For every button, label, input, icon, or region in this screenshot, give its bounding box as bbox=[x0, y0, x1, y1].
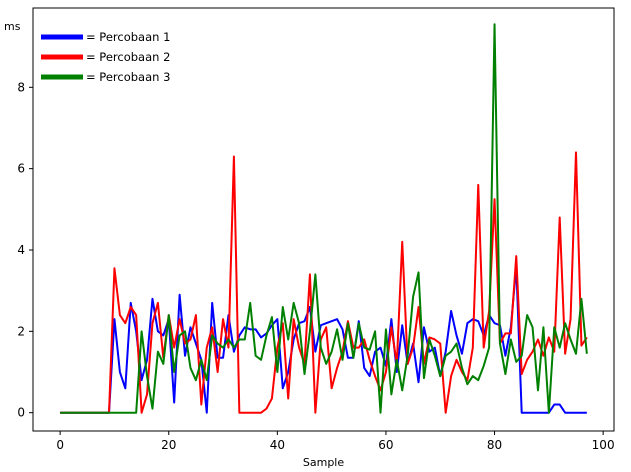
legend-label-2: = Percobaan 2 bbox=[86, 50, 170, 64]
x-axis-label: Sample bbox=[303, 456, 344, 469]
y-tick-label: 2 bbox=[17, 324, 25, 338]
x-axis-ticks: 0 20 40 60 80 100 bbox=[56, 431, 615, 452]
y-tick-label: 6 bbox=[17, 162, 25, 176]
y-tick-label: 4 bbox=[17, 243, 25, 257]
x-tick-label: 60 bbox=[378, 438, 393, 452]
series-lines bbox=[60, 23, 588, 414]
x-tick-label: 100 bbox=[592, 438, 615, 452]
x-tick-label: 40 bbox=[270, 438, 285, 452]
x-tick-label: 0 bbox=[56, 438, 64, 452]
legend-label-1: = Percobaan 1 bbox=[86, 30, 170, 44]
series-line-3 bbox=[60, 23, 588, 414]
y-tick-label: 0 bbox=[17, 406, 25, 420]
y-axis-ticks: 0 2 4 6 8 bbox=[17, 80, 33, 420]
legend-label-3: = Percobaan 3 bbox=[86, 70, 170, 84]
y-tick-label: 8 bbox=[17, 80, 25, 94]
x-tick-label: 80 bbox=[487, 438, 502, 452]
y-axis-label: ms bbox=[4, 20, 21, 33]
x-tick-label: 20 bbox=[161, 438, 176, 452]
plot-frame bbox=[32, 7, 615, 432]
legend: = Percobaan 1 = Percobaan 2 = Percobaan 3 bbox=[41, 30, 170, 84]
